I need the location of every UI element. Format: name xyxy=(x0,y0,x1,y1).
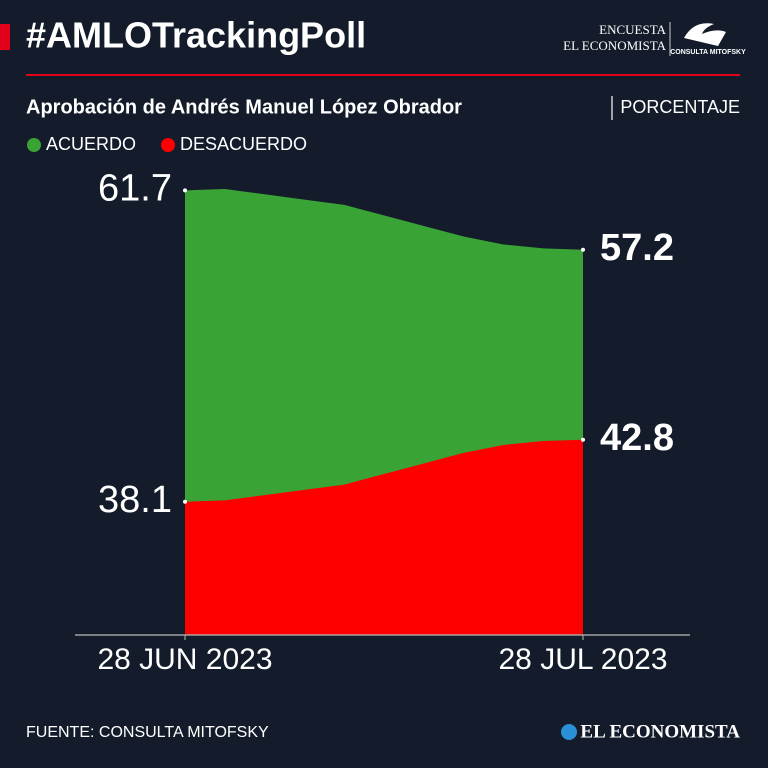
end-dot xyxy=(183,188,187,193)
subtitle: Aprobación de Andrés Manuel López Obrado… xyxy=(26,96,462,118)
end-dot xyxy=(581,437,585,442)
source: FUENTE: CONSULTA MITOFSKY xyxy=(26,724,269,741)
partner-logo xyxy=(684,23,726,46)
legend-swatch xyxy=(27,138,41,152)
plot: 61.7 57.2 38.1 42.8 xyxy=(98,167,674,635)
start-value-label: 61.7 xyxy=(98,167,172,209)
end-dot xyxy=(183,499,187,504)
start-value-label: 38.1 xyxy=(98,479,172,521)
legend: ACUERDO DESACUERDO xyxy=(27,134,307,154)
chart-title: #AMLOTrackingPoll xyxy=(26,15,366,56)
footer-logo: EL ECONOMISTA xyxy=(580,721,740,742)
accent-bar xyxy=(0,24,10,50)
partner-name: CONSULTA MITOFSKY xyxy=(670,49,746,56)
footer-logo-icon xyxy=(561,724,577,740)
legend-label: DESACUERDO xyxy=(180,134,307,154)
end-dot xyxy=(581,247,585,252)
x-tick-label: 28 JUL 2023 xyxy=(498,643,667,676)
legend-swatch xyxy=(161,138,176,152)
area xyxy=(185,439,583,635)
legend-label: ACUERDO xyxy=(46,134,136,154)
x-tick-label: 28 JUN 2023 xyxy=(97,643,272,676)
unit: PORCENTAJE xyxy=(620,97,740,117)
end-value-label: 42.8 xyxy=(600,417,674,459)
end-value-label: 57.2 xyxy=(600,227,674,269)
brand-top: ENCUESTA xyxy=(599,22,666,37)
brand-name: EL ECONOMISTA xyxy=(563,38,666,53)
